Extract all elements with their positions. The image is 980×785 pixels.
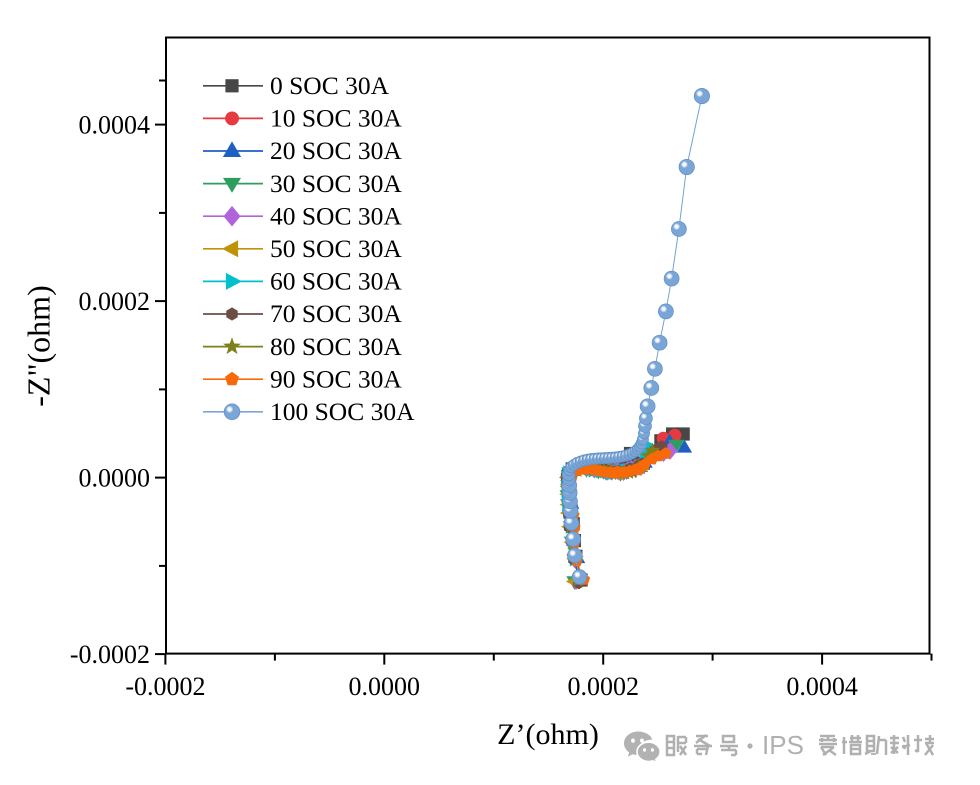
svg-text:0.0004: 0.0004: [79, 111, 151, 140]
svg-text:30 SOC 30A: 30 SOC 30A: [270, 169, 402, 198]
svg-text:40 SOC 30A: 40 SOC 30A: [270, 201, 402, 230]
svg-text:0 SOC 30A: 0 SOC 30A: [270, 71, 390, 100]
svg-text:100 SOC 30A: 100 SOC 30A: [270, 397, 415, 426]
svg-text:10 SOC 30A: 10 SOC 30A: [270, 104, 402, 133]
svg-text:20 SOC 30A: 20 SOC 30A: [270, 136, 402, 165]
svg-text:-0.0002: -0.0002: [70, 640, 150, 669]
svg-text:-Z"(ohm): -Z"(ohm): [21, 285, 57, 406]
svg-text:0.0004: 0.0004: [786, 672, 858, 701]
svg-text:90 SOC 30A: 90 SOC 30A: [270, 364, 402, 393]
svg-text:Z’(ohm): Z’(ohm): [497, 718, 599, 751]
svg-text:0.0000: 0.0000: [349, 672, 421, 701]
svg-text:70 SOC 30A: 70 SOC 30A: [270, 299, 402, 328]
svg-text:0.0002: 0.0002: [79, 287, 151, 316]
svg-text:0.0002: 0.0002: [567, 672, 639, 701]
svg-text:50 SOC 30A: 50 SOC 30A: [270, 234, 402, 263]
svg-text:60 SOC 30A: 60 SOC 30A: [270, 267, 402, 296]
svg-text:-0.0002: -0.0002: [125, 672, 205, 701]
svg-text:0.0000: 0.0000: [79, 464, 151, 493]
svg-text:80 SOC 30A: 80 SOC 30A: [270, 332, 402, 361]
svg-text:IPS: IPS: [762, 730, 804, 760]
